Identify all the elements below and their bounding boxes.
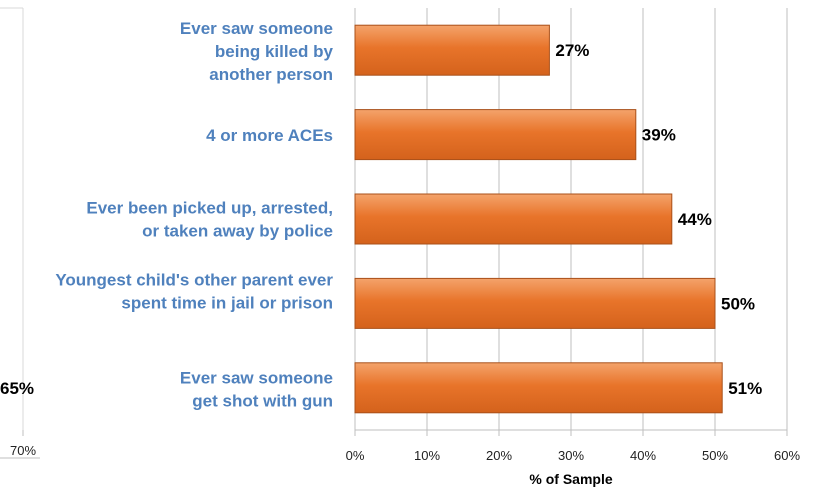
bar (354, 193, 673, 245)
bar-value-label: 27% (555, 41, 589, 60)
bar-value-label: 39% (642, 126, 676, 145)
category-label: Ever been picked up, arrested, (86, 199, 333, 218)
category-label: another person (209, 65, 333, 84)
bar-value-label: 51% (728, 379, 762, 398)
x-tick-label: 50% (702, 448, 728, 463)
bar-value-label: 44% (678, 210, 712, 229)
category-label: Ever saw someone (180, 369, 333, 388)
x-tick-label: 60% (774, 448, 800, 463)
x-tick-label: 10% (414, 448, 440, 463)
bar (354, 24, 550, 76)
category-label: 4 or more ACEs (206, 126, 333, 145)
bars (354, 24, 723, 414)
left-value-label: 65% (0, 379, 34, 398)
x-axis-title: % of Sample (529, 471, 612, 487)
value-labels: 27% 39% 44% 50% 51% (555, 41, 762, 398)
category-label: spent time in jail or prison (121, 294, 333, 313)
x-tick-label: 40% (630, 448, 656, 463)
bar-value-label: 50% (721, 294, 755, 313)
category-labels: Ever saw someone being killed by another p… (55, 19, 333, 411)
bar-chart: Ever saw someone being killed by another p… (55, 8, 800, 487)
category-label: being killed by (215, 42, 334, 61)
category-label: Ever saw someone (180, 19, 333, 38)
bar (354, 109, 637, 161)
x-tick-labels: 0% 10% 20% 30% 40% 50% 60% (346, 448, 801, 463)
category-label: Youngest child's other parent ever (55, 271, 333, 290)
left-tick-label: 70% (10, 443, 36, 458)
bar (354, 362, 723, 414)
category-label: or taken away by police (142, 222, 333, 241)
x-tick-label: 30% (558, 448, 584, 463)
left-chart-fragment: 65% 70% (0, 7, 40, 459)
bar (354, 277, 716, 329)
category-label: get shot with gun (192, 392, 333, 411)
x-tick-label: 0% (346, 448, 365, 463)
x-tick-label: 20% (486, 448, 512, 463)
